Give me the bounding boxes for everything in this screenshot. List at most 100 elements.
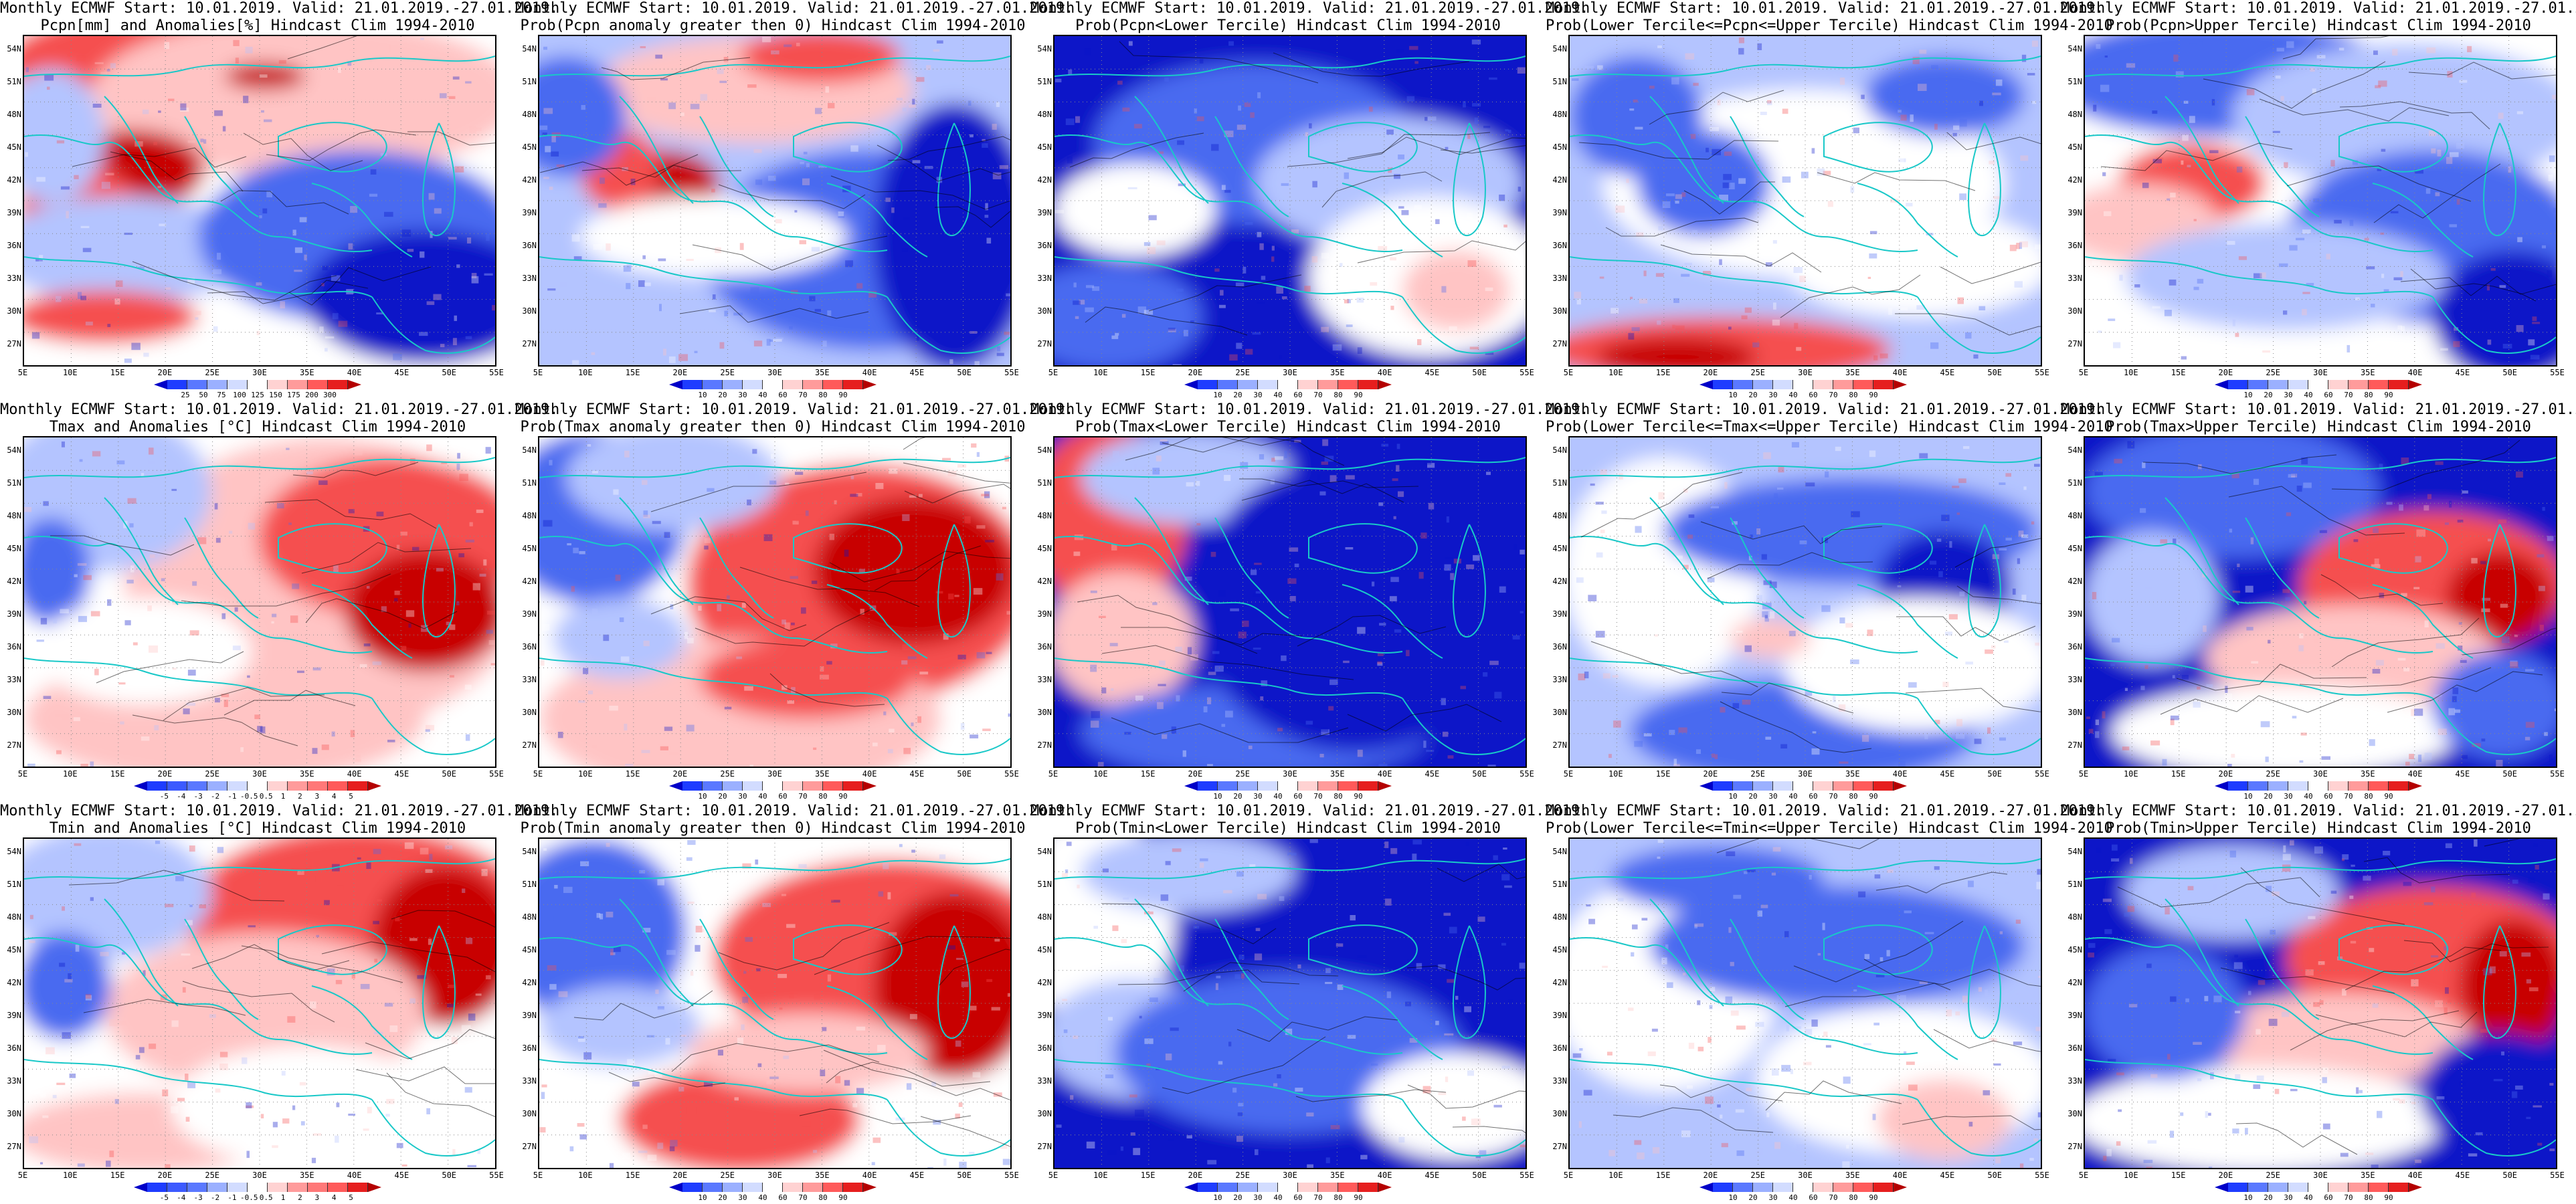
- field-speckle: [2313, 198, 2320, 203]
- field-speckle: [2351, 864, 2355, 867]
- field-speckle: [587, 690, 593, 694]
- longitude-label: 25E: [1235, 1171, 1251, 1180]
- field-speckle: [2183, 100, 2189, 104]
- field-speckle: [556, 164, 565, 167]
- field-speckle: [626, 262, 632, 269]
- panel-title-line: Prob(Tmin<Lower Tercile) Hindcast Clim 1…: [1075, 820, 1501, 837]
- longitude-label: 50E: [1472, 1171, 1487, 1180]
- field-speckle: [61, 714, 70, 721]
- field-speckle: [954, 595, 959, 597]
- longitude-label: 50E: [1472, 368, 1487, 377]
- colorbar-segment: [1198, 1183, 1218, 1192]
- field-speckle: [2140, 508, 2146, 513]
- longitude-label: 20E: [157, 1171, 173, 1180]
- latitude-label: 30N: [1037, 1109, 1052, 1118]
- field-speckle: [695, 944, 701, 952]
- field-speckle: [2457, 519, 2464, 523]
- field-speckle: [1612, 675, 1619, 678]
- field-speckle: [1823, 171, 1831, 175]
- panel-title-line: Monthly ECMWF Start: 10.01.2019. Valid: …: [0, 803, 559, 819]
- coastline: [184, 517, 259, 619]
- field-speckle: [1244, 102, 1251, 107]
- longitude-label: 45E: [909, 769, 925, 779]
- field-speckle: [2282, 864, 2291, 872]
- forecast-map: [1568, 35, 2042, 367]
- field-speckle: [600, 913, 604, 920]
- field-speckle: [1090, 720, 1099, 728]
- field-speckle: [1763, 452, 1771, 460]
- field-speckle: [1165, 1054, 1172, 1061]
- field-speckle: [278, 60, 286, 64]
- field-speckle: [968, 100, 972, 106]
- field-speckle: [1228, 41, 1234, 46]
- field-speckle: [42, 1115, 49, 1118]
- latitude-label: 39N: [1037, 1011, 1052, 1020]
- field-speckle: [2296, 486, 2302, 492]
- colorbar-min-arrow: [669, 380, 682, 389]
- field-speckle: [2104, 929, 2112, 934]
- field-region: [1784, 598, 2041, 732]
- field-speckle: [615, 575, 621, 581]
- field-region: [2125, 223, 2446, 330]
- coastline: [937, 122, 971, 237]
- colorbar-min-arrow: [154, 380, 167, 389]
- field-speckle: [1445, 1148, 1453, 1152]
- field-speckle: [576, 141, 585, 145]
- field-speckle: [1321, 252, 1329, 259]
- colorbar-min-arrow: [134, 1183, 147, 1192]
- field-speckle: [25, 152, 28, 157]
- field-speckle: [2086, 716, 2090, 719]
- field-speckle: [1381, 443, 1389, 447]
- colorbar-segment: [1238, 380, 1258, 389]
- field-speckle: [123, 515, 131, 520]
- field-speckle: [1736, 1025, 1746, 1030]
- field-speckle: [1930, 342, 1939, 349]
- field-speckle: [1493, 1104, 1502, 1108]
- longitude-label: 25E: [1235, 769, 1251, 779]
- latitude-label: 51N: [1552, 77, 1567, 86]
- field-speckle: [1158, 151, 1164, 154]
- field-speckle: [1839, 77, 1845, 85]
- field-speckle: [814, 994, 820, 1000]
- field-speckle: [462, 888, 466, 893]
- longitude-label: 15E: [1140, 1171, 1156, 1180]
- field-speckle: [547, 288, 556, 291]
- field-speckle: [92, 104, 102, 108]
- field-speckle: [2458, 645, 2463, 651]
- forecast-map: [1053, 837, 1527, 1169]
- colorbar: [669, 781, 877, 791]
- field-speckle: [2459, 80, 2468, 83]
- latitude-label: 30N: [522, 1109, 537, 1118]
- field-speckle: [982, 728, 991, 731]
- longitude-label: 50E: [442, 769, 457, 779]
- field-speckle: [1128, 41, 1133, 46]
- forecast-panel: Monthly ECMWF Start: 10.01.2019. Valid: …: [515, 401, 1073, 803]
- field-speckle: [860, 609, 864, 615]
- field-speckle: [587, 444, 591, 447]
- field-speckle: [2435, 192, 2440, 197]
- longitude-label: 40E: [347, 769, 362, 779]
- field-speckle: [899, 843, 903, 847]
- field-speckle: [1796, 1144, 1805, 1151]
- field-speckle: [440, 344, 445, 348]
- field-region: [2446, 551, 2553, 645]
- field-speckle: [1469, 346, 1479, 350]
- longitude-label: 35E: [1845, 1171, 1860, 1180]
- colorbar-tick-label: 20: [718, 1193, 727, 1202]
- field-speckle: [367, 1106, 372, 1114]
- field-speckle: [2005, 537, 2012, 541]
- field-speckle: [467, 1165, 476, 1167]
- colorbar-tick-label: 175: [287, 391, 300, 399]
- field-speckle: [2371, 1165, 2379, 1168]
- field-speckle: [1271, 245, 1275, 251]
- field-speckle: [2548, 175, 2553, 181]
- field-speckle: [1329, 679, 1338, 686]
- colorbar-segment: [682, 781, 703, 791]
- field-speckle: [1789, 1082, 1795, 1086]
- field-speckle: [2372, 669, 2381, 674]
- longitude-label: 35E: [299, 769, 314, 779]
- colorbar-segment: [227, 1183, 248, 1192]
- field-speckle: [1993, 1063, 2001, 1066]
- field-speckle: [2459, 336, 2468, 340]
- field-speckle: [1276, 286, 1283, 294]
